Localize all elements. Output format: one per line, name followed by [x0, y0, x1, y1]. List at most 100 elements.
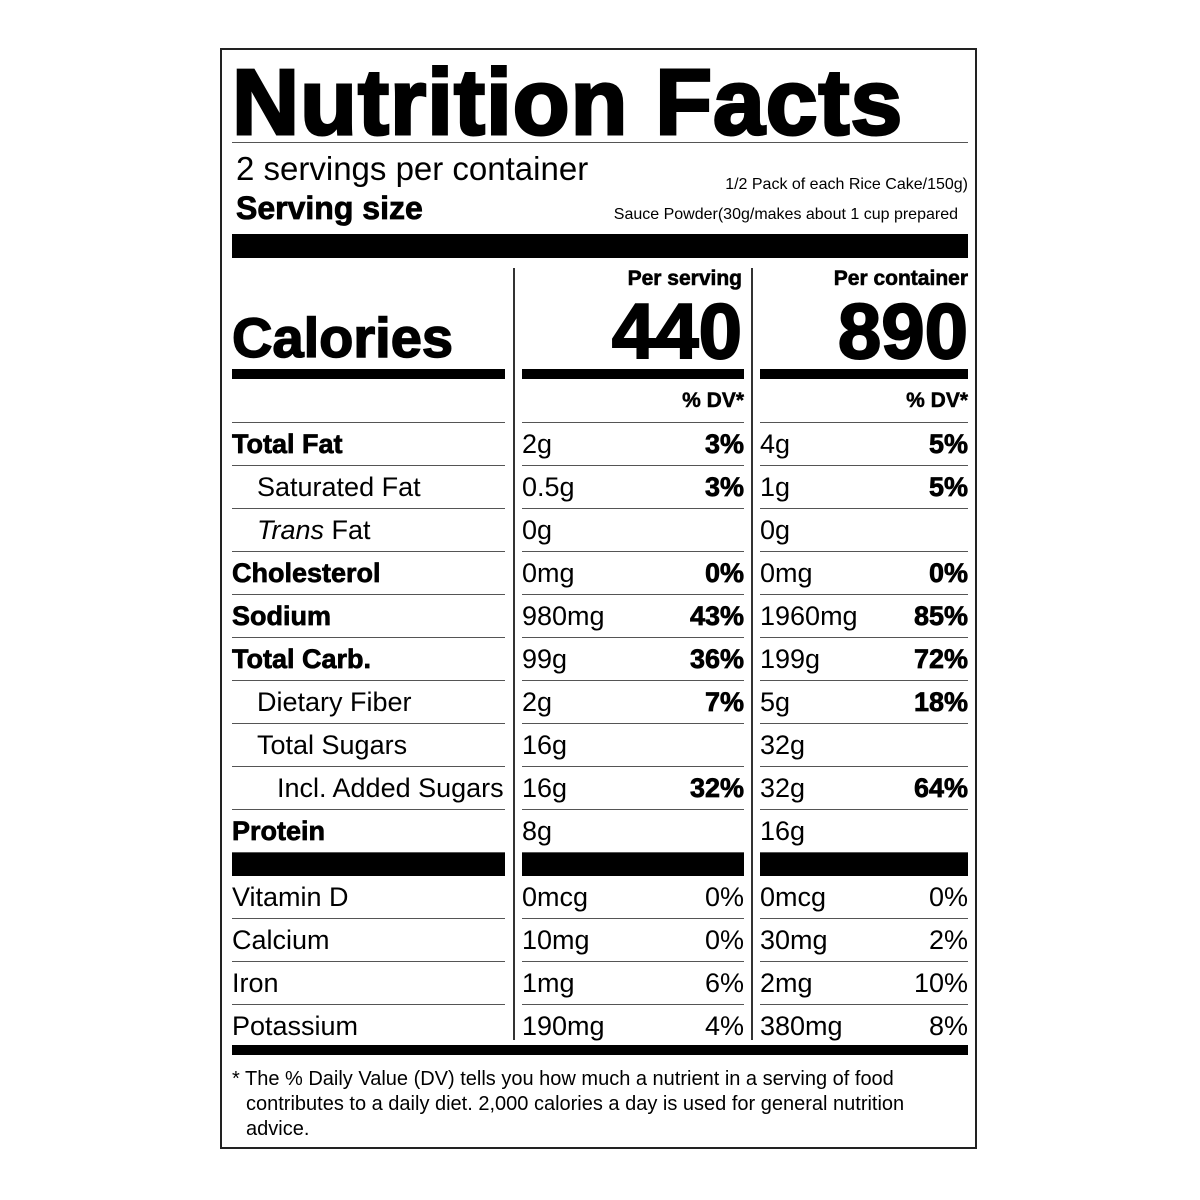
container-dv: 5% [928, 471, 969, 502]
calories-per-container: 890 [837, 287, 969, 375]
nutrient-row: Total Carb. 99g 36% 199g 72% [232, 638, 968, 681]
nutrient-name: Saturated Fat [232, 466, 505, 509]
container-dv: 5% [928, 428, 969, 459]
container-amount: 4g [760, 428, 791, 459]
nutrient-row: Trans Fat 0g 0g [232, 509, 968, 552]
container-amount: 32g [760, 772, 806, 803]
nutrient-name: Potassium [232, 1011, 359, 1041]
nutrient-name: Calcium [232, 919, 505, 962]
nutrient-name: Total Fat [232, 423, 505, 466]
serving-amount: 0g [522, 514, 553, 545]
footnote: * The % Daily Value (DV) tells you how m… [232, 1067, 952, 1142]
container-amount: 380mg [760, 1011, 843, 1041]
serving-amount: 16g [522, 772, 568, 803]
container-dv: 0% [928, 557, 969, 588]
container-dv: 8% [928, 1011, 968, 1041]
per-serving-header: Per serving [627, 267, 742, 291]
serving-dv: 43% [689, 600, 745, 631]
serving-amount: 1mg [522, 967, 575, 998]
nutrient-row: Iron 1mg 6% 2mg 10% [232, 962, 968, 1005]
dv-header: % DV* [906, 389, 968, 413]
serving-amount: 16g [522, 729, 568, 760]
serving-size-label: Serving size [236, 190, 424, 227]
thick-divider [760, 369, 968, 379]
serving-amount: 2g [522, 428, 553, 459]
calories-label: Calories [231, 305, 454, 370]
nutrient-row: Cholesterol 0mg 0% 0mg 0% [232, 552, 968, 595]
nutrient-row: Total Fat 2g 3% 4g 5% [232, 423, 968, 466]
dv-header: % DV* [682, 389, 744, 413]
divider [232, 142, 968, 143]
serving-size-detail-1: 1/2 Pack of each Rice Cake/150g) [725, 176, 968, 193]
container-dv: 85% [913, 600, 969, 631]
serving-amount: 0.5g [522, 471, 575, 502]
nutrient-name: Protein [232, 810, 505, 853]
nutrient-name: Sodium [232, 595, 505, 638]
container-amount: 0g [760, 514, 791, 545]
container-dv: 64% [913, 772, 969, 803]
footnote-text: * The % Daily Value (DV) tells you how m… [232, 1068, 905, 1140]
container-dv: 0% [928, 881, 968, 912]
dv-header-row: % DV* % DV* [232, 380, 968, 423]
nutrient-name: Cholesterol [232, 552, 505, 595]
calories-per-serving: 440 [611, 287, 743, 375]
serving-dv: 3% [704, 428, 745, 459]
serving-dv: 0% [704, 924, 744, 955]
nutrient-name: Dietary Fiber [232, 681, 505, 724]
thick-divider [232, 369, 505, 379]
serving-amount: 2g [522, 686, 553, 717]
container-amount: 1960mg [760, 600, 858, 631]
container-dv: 18% [913, 686, 969, 717]
nutrient-name: Trans Fat [232, 509, 505, 552]
nutrient-row: Potassium 190mg 4% 380mg 8% [232, 1005, 968, 1048]
container-amount: 30mg [760, 924, 828, 955]
thick-divider [522, 369, 744, 379]
serving-dv: 36% [689, 643, 745, 674]
serving-amount: 190mg [522, 1011, 605, 1041]
container-dv: 72% [913, 643, 969, 674]
serving-dv: 7% [704, 686, 745, 717]
servings-per-container: 2 servings per container [236, 150, 589, 187]
serving-dv: 3% [704, 471, 745, 502]
serving-amount: 0mcg [522, 881, 589, 912]
nutrient-name: Iron [232, 962, 505, 1005]
thick-divider [232, 1045, 968, 1055]
nutrient-row: Incl. Added Sugars 16g 32% 32g 64% [232, 767, 968, 810]
container-amount: 1g [760, 471, 791, 502]
serving-dv: 4% [704, 1011, 744, 1041]
serving-amount: 0mg [522, 557, 575, 588]
container-dv: 2% [928, 924, 968, 955]
nutrient-row: Dietary Fiber 2g 7% 5g 18% [232, 681, 968, 724]
thick-divider [232, 234, 968, 258]
nutrient-row: Sodium 980mg 43% 1960mg 85% [232, 595, 968, 638]
serving-dv: 0% [704, 881, 744, 912]
serving-dv: 6% [704, 967, 744, 998]
container-amount: 5g [760, 686, 791, 717]
nutrient-row: Saturated Fat 0.5g 3% 1g 5% [232, 466, 968, 509]
label-border [220, 48, 977, 1149]
serving-dv: 32% [689, 772, 745, 803]
nutrient-name: Total Sugars [232, 724, 505, 767]
serving-amount: 99g [522, 643, 568, 674]
serving-amount: 980mg [522, 600, 605, 631]
column-divider [751, 268, 753, 1040]
serving-size-detail-2: Sauce Powder(30g/makes about 1 cup prepa… [613, 206, 958, 223]
container-amount: 0mg [760, 557, 813, 588]
container-amount: 32g [760, 729, 806, 760]
container-amount: 0mcg [760, 881, 827, 912]
column-divider [513, 268, 515, 1040]
serving-amount: 8g [522, 815, 553, 846]
thick-divider [232, 853, 968, 876]
container-amount: 2mg [760, 967, 813, 998]
container-amount: 199g [760, 643, 821, 674]
nutrient-name: Vitamin D [232, 876, 505, 919]
nutrient-row: Total Sugars 16g 32g [232, 724, 968, 767]
serving-dv: 0% [704, 557, 745, 588]
container-amount: 16g [760, 815, 806, 846]
nutrient-table: % DV* % DV* Total Fat 2g 3% 4g 5% Saturated F… [232, 380, 969, 1048]
nutrient-name: Incl. Added Sugars [232, 767, 505, 810]
nutrient-row: Vitamin D 0mcg 0% 0mcg 0% [232, 876, 968, 919]
label-title: Nutrition Facts [231, 50, 904, 154]
container-dv: 10% [913, 967, 968, 998]
nutrient-name: Total Carb. [232, 638, 505, 681]
